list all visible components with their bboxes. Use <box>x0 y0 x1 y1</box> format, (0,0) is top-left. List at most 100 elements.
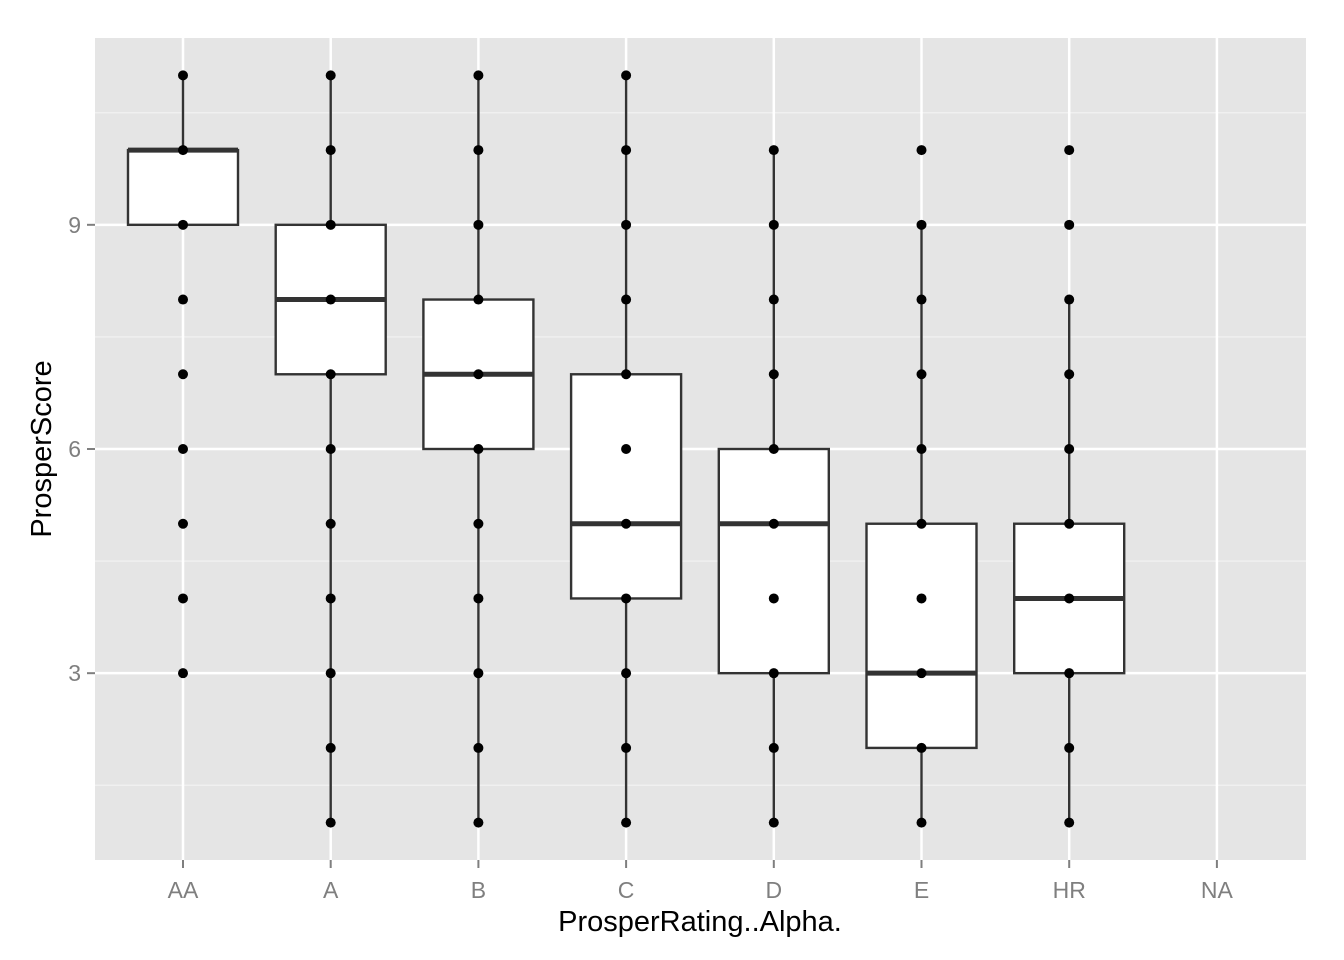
box-group-c <box>569 70 683 828</box>
data-point <box>325 145 336 156</box>
data-point <box>473 817 484 828</box>
data-point <box>1064 817 1075 828</box>
data-point <box>1064 742 1075 753</box>
x-tick-label: E <box>914 877 929 903</box>
y-tick-label: 6 <box>68 436 81 462</box>
y-tick-label: 9 <box>68 212 81 238</box>
data-point <box>325 593 336 604</box>
data-point <box>473 593 484 604</box>
data-point <box>621 145 632 156</box>
data-point <box>473 668 484 679</box>
x-tick-label: HR <box>1053 877 1086 903</box>
data-point <box>325 742 336 753</box>
data-point <box>473 518 484 529</box>
box-iqr <box>126 148 240 227</box>
data-point <box>621 294 632 305</box>
x-tick-label: B <box>471 877 486 903</box>
y-tick-label: 3 <box>68 660 81 686</box>
x-tick-label: NA <box>1201 877 1234 903</box>
data-point <box>325 444 336 454</box>
data-point <box>768 817 779 828</box>
data-point <box>916 742 927 753</box>
data-point <box>178 444 188 454</box>
y-axis-ticks: 3 6 9 <box>68 212 95 686</box>
data-point <box>621 369 632 380</box>
data-point <box>178 145 188 156</box>
data-point <box>621 593 632 604</box>
data-point <box>621 742 632 753</box>
data-point <box>768 668 779 679</box>
data-point <box>473 369 484 380</box>
data-point <box>1064 444 1075 454</box>
data-point <box>178 518 188 529</box>
data-point <box>473 444 484 454</box>
y-axis-title: ProsperScore <box>26 360 58 537</box>
data-point <box>1064 593 1075 604</box>
data-point <box>325 518 336 529</box>
data-point <box>916 369 927 380</box>
data-point <box>325 668 336 679</box>
box-group-aa <box>126 70 240 679</box>
data-point <box>1064 145 1075 156</box>
data-point <box>916 593 927 604</box>
data-point <box>178 70 188 81</box>
data-point <box>768 444 779 454</box>
box-group-a <box>274 70 387 828</box>
data-point <box>178 593 188 604</box>
data-point <box>621 444 632 454</box>
box-iqr <box>717 447 830 675</box>
data-point <box>621 219 632 230</box>
data-point <box>1064 668 1075 679</box>
data-point <box>1064 219 1075 230</box>
data-point <box>916 444 927 454</box>
data-point <box>768 219 779 230</box>
data-point <box>916 145 927 156</box>
x-axis-title: ProsperRating..Alpha. <box>558 906 842 938</box>
box-group-d <box>717 145 830 828</box>
data-point <box>621 817 632 828</box>
data-point <box>1064 518 1075 529</box>
data-point <box>1064 369 1075 380</box>
data-point <box>621 70 632 81</box>
data-point <box>178 668 188 679</box>
data-point <box>473 219 484 230</box>
box-iqr <box>865 522 978 750</box>
data-point <box>621 518 632 529</box>
box-group-b <box>422 70 535 828</box>
data-point <box>916 668 927 679</box>
data-point <box>768 145 779 156</box>
data-point <box>768 518 779 529</box>
data-point <box>768 742 779 753</box>
x-tick-label: AA <box>168 877 199 903</box>
data-point <box>473 742 484 753</box>
data-point <box>1064 294 1075 305</box>
data-point <box>916 518 927 529</box>
data-point <box>325 294 336 305</box>
box-and-point-marks <box>126 70 1126 828</box>
data-point <box>473 145 484 156</box>
box-group-e <box>865 145 978 828</box>
data-point <box>178 369 188 380</box>
data-point <box>768 294 779 305</box>
data-point <box>768 593 779 604</box>
data-point <box>325 219 336 230</box>
data-point <box>768 369 779 380</box>
data-point <box>178 219 188 230</box>
data-point <box>325 817 336 828</box>
box-group-hr <box>1013 145 1126 828</box>
data-point <box>916 294 927 305</box>
data-point <box>621 668 632 679</box>
data-point <box>473 70 484 81</box>
x-tick-label: D <box>765 877 782 903</box>
data-point <box>916 219 927 230</box>
data-point <box>473 294 484 305</box>
data-point <box>325 369 336 380</box>
x-tick-label: C <box>618 877 635 903</box>
data-point <box>178 294 188 305</box>
data-point <box>325 70 336 81</box>
data-point <box>916 817 927 828</box>
x-tick-label: A <box>323 877 339 903</box>
x-axis-ticks: AA A B C D E HR NA <box>168 860 1234 903</box>
